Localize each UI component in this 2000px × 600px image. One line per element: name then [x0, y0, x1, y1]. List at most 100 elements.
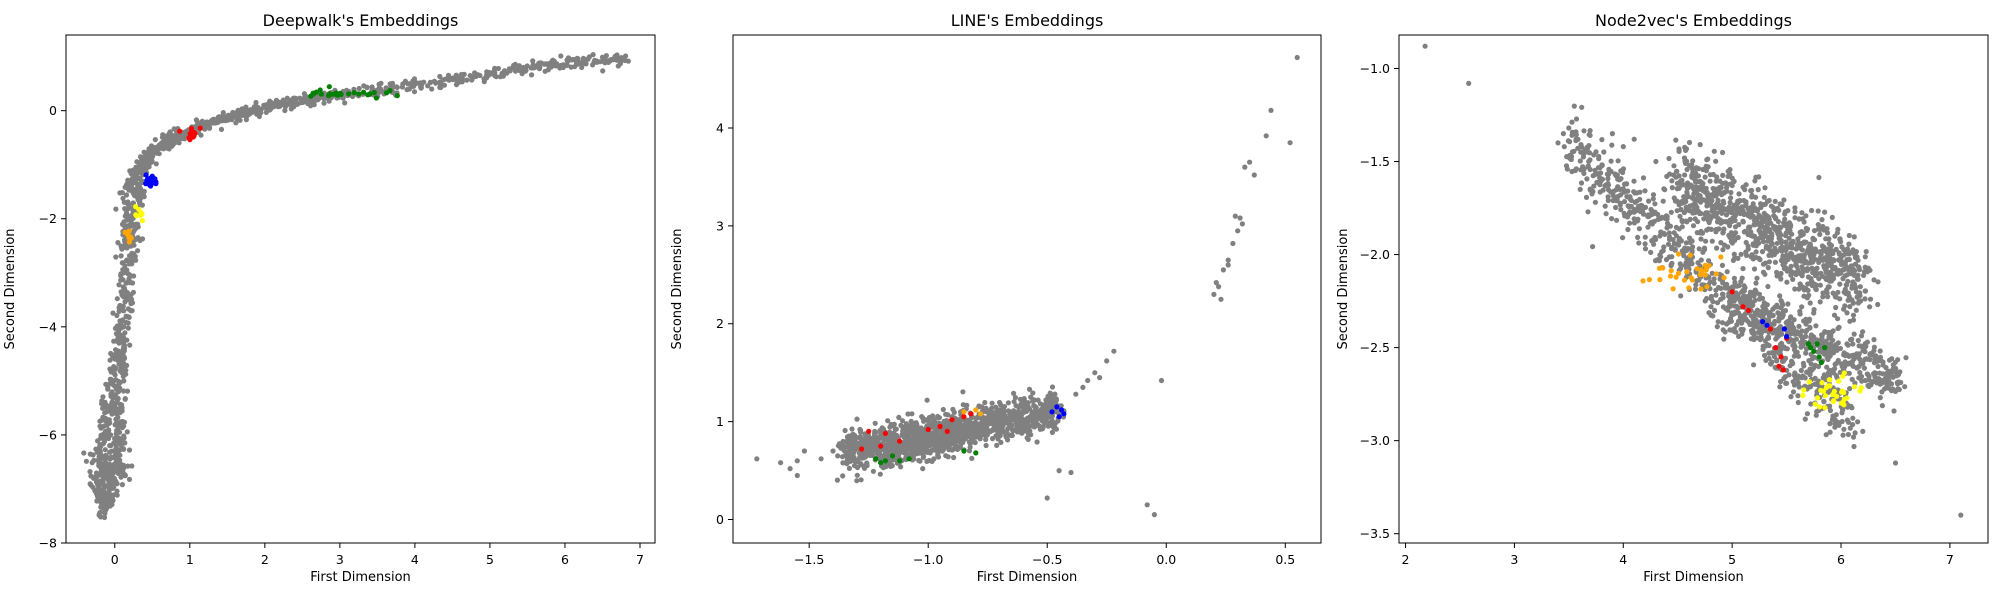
data-point	[1871, 337, 1877, 343]
data-point	[1578, 180, 1585, 186]
data-point	[1774, 333, 1780, 339]
data-point	[1816, 174, 1822, 181]
data-point	[130, 289, 136, 295]
data-point	[1826, 273, 1832, 279]
data-point	[1709, 270, 1715, 276]
data-point	[1862, 264, 1868, 270]
data-point	[149, 178, 155, 184]
data-point	[974, 414, 980, 420]
data-point	[1621, 199, 1628, 205]
data-point	[873, 456, 879, 462]
data-point	[899, 418, 906, 424]
data-point	[1678, 265, 1684, 272]
data-point	[1729, 182, 1735, 189]
data-point	[1713, 292, 1719, 298]
data-point	[983, 436, 989, 443]
data-point	[905, 411, 911, 417]
data-point	[961, 414, 967, 420]
data-point	[1016, 405, 1022, 411]
data-point	[1789, 241, 1795, 247]
data-point	[840, 438, 846, 445]
data-point	[973, 407, 979, 413]
data-point	[481, 79, 487, 85]
data-point	[406, 86, 412, 92]
data-point	[580, 58, 586, 65]
data-point	[94, 498, 100, 504]
chart-node2vec: 2 3 4 5 6 7−3.5−3.0−2.5−2.0−1.5−1.0Node2vec's…	[1336, 11, 1989, 585]
data-point	[1839, 418, 1845, 425]
data-point	[236, 108, 242, 115]
data-point	[917, 438, 923, 444]
data-point	[1774, 205, 1781, 211]
data-point	[953, 442, 959, 449]
data-point	[945, 412, 951, 418]
data-point	[1584, 144, 1590, 151]
data-point	[1017, 396, 1024, 402]
data-point	[905, 438, 911, 444]
data-point	[574, 61, 580, 67]
data-point	[1771, 223, 1777, 229]
data-point	[1782, 259, 1788, 265]
data-point	[225, 113, 231, 119]
data-point	[1039, 410, 1045, 416]
data-point	[1784, 346, 1790, 352]
data-point	[1579, 104, 1585, 110]
data-point	[549, 58, 555, 64]
data-point	[1776, 236, 1783, 242]
data-point	[1704, 203, 1710, 209]
data-point	[1618, 176, 1624, 182]
data-point	[801, 448, 808, 454]
data-point	[253, 99, 259, 106]
data-point	[1820, 294, 1826, 300]
data-point	[1702, 174, 1708, 180]
data-point	[1749, 252, 1755, 258]
data-point	[1580, 164, 1586, 170]
data-point	[1730, 257, 1736, 263]
data-point	[877, 471, 883, 477]
data-point	[1645, 214, 1651, 220]
data-point	[983, 405, 989, 411]
data-point	[862, 436, 869, 442]
x-axis-label: First Dimension	[310, 570, 411, 585]
data-point	[139, 159, 145, 165]
data-point	[1158, 377, 1165, 384]
data-point	[889, 453, 896, 459]
data-point	[1779, 331, 1785, 337]
data-point	[1565, 138, 1571, 144]
data-point	[1779, 300, 1785, 306]
data-point	[1631, 178, 1637, 184]
data-point	[1844, 272, 1850, 278]
data-point	[1835, 289, 1841, 295]
data-point	[1587, 150, 1593, 156]
data-point	[891, 421, 897, 427]
data-point	[113, 206, 119, 212]
data-point	[991, 417, 997, 423]
data-point	[1713, 202, 1719, 208]
data-point	[438, 84, 444, 91]
data-point	[1883, 365, 1889, 371]
x-tick-label: −0.5	[1032, 552, 1062, 567]
data-point	[1699, 230, 1706, 236]
data-point	[120, 324, 127, 330]
data-point	[411, 89, 418, 95]
data-point	[998, 439, 1004, 445]
data-point	[778, 460, 784, 466]
data-point	[1584, 176, 1590, 182]
data-point	[1766, 259, 1772, 265]
data-point	[1777, 384, 1783, 390]
data-point	[1723, 181, 1730, 187]
data-point	[1682, 197, 1688, 203]
data-point	[1669, 178, 1675, 184]
x-tick-label: 4	[411, 552, 419, 567]
data-point	[1862, 288, 1868, 294]
data-point	[1634, 190, 1640, 196]
x-tick-label: 5	[486, 552, 494, 567]
data-point	[565, 55, 572, 61]
data-point	[181, 129, 188, 135]
data-point	[1796, 323, 1802, 329]
data-point	[93, 473, 100, 479]
data-point	[1693, 165, 1699, 171]
data-point	[1782, 232, 1789, 239]
